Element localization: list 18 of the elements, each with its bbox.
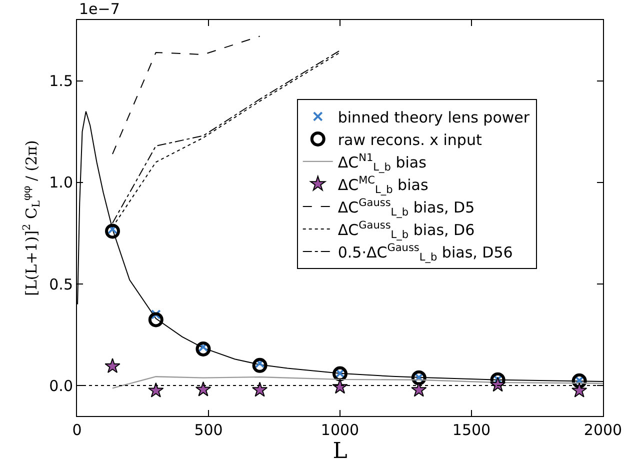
x-tick-label: 0	[72, 421, 82, 439]
x-tick-label: 500	[194, 421, 223, 439]
legend-label: ΔC$^{N1}$$_{L_b}$ bias	[338, 152, 427, 174]
legend-label: ΔC$^{Gauss}$$_{L_b}$ bias, D5	[338, 197, 475, 218]
legend-label: raw recons. x input	[338, 130, 482, 149]
y-tick-label: 0.5	[49, 275, 73, 294]
y-tick-label: 1.0	[49, 174, 73, 192]
legend-label: 0.5·ΔC$^{Gauss}$$_{L_b}$ bias, D56	[338, 242, 513, 264]
text: 1e−7	[79, 0, 120, 18]
legend-label: binned theory lens power	[338, 108, 530, 126]
y-tick-label: 1.5	[49, 72, 73, 90]
x-tick-label: 2000	[584, 421, 622, 439]
legend-label: ΔC$^{MC}$$_{L_b}$ bias	[338, 174, 428, 196]
y-tick-label: 0.0	[49, 376, 73, 395]
x-tick-label: 1500	[452, 421, 491, 439]
legend-label: ΔC$^{Gauss}$$_{L_b}$ bias, D6	[338, 220, 475, 241]
x-tick-label: 1000	[320, 421, 360, 439]
x-axis-title: L	[332, 439, 348, 464]
